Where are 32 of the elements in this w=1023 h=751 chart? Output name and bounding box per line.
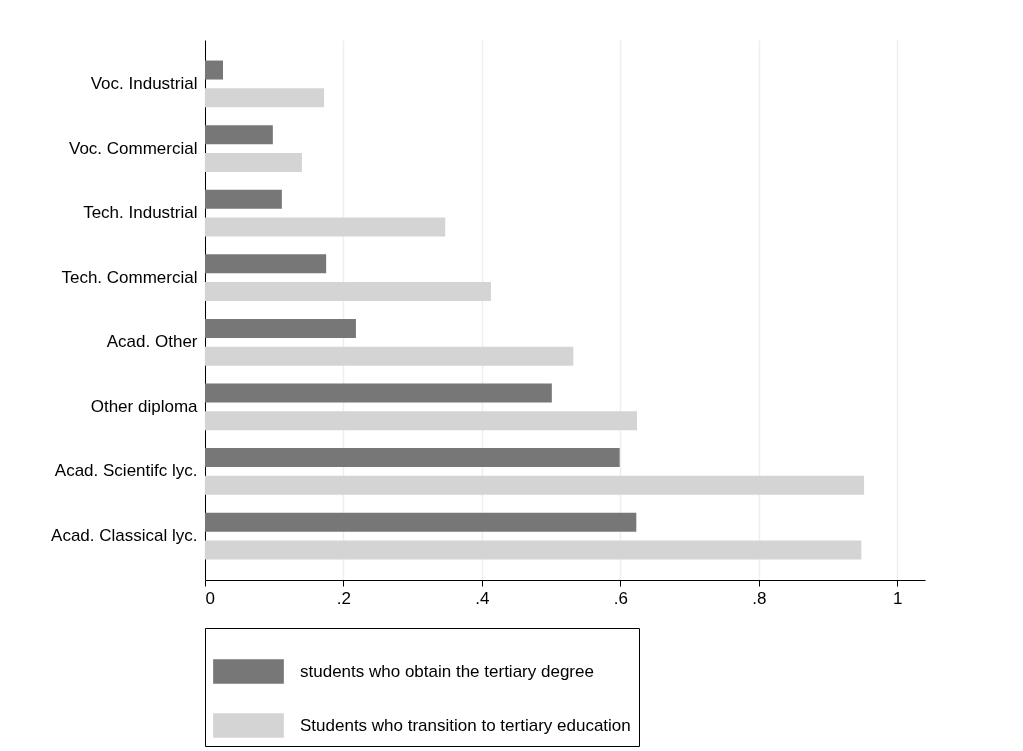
x-tick-label: .4 [475, 588, 490, 608]
bar [205, 411, 637, 431]
bar [205, 383, 552, 403]
bar [205, 475, 865, 495]
bar [205, 189, 282, 209]
bar [205, 60, 223, 80]
legend-label: students who obtain the tertiary degree [300, 661, 594, 681]
bar [205, 448, 620, 468]
x-tick-label: .2 [336, 588, 352, 608]
x-tick-label: .6 [613, 588, 628, 608]
x-tick-label: 1 [893, 588, 903, 608]
legend-label: Students who transition to tertiary education [300, 715, 631, 735]
y-tick-label: Tech. Industrial [83, 203, 198, 223]
bar [205, 318, 356, 338]
x-tick-label: .8 [752, 588, 767, 608]
x-tick-label: 0 [205, 588, 215, 608]
y-tick-label: Voc. Industrial [90, 73, 198, 93]
bar [205, 346, 574, 366]
y-tick-label: Acad. Scientifc lyc. [54, 461, 198, 481]
bar [205, 88, 325, 108]
y-tick-label: Voc. Commercial [69, 138, 198, 158]
bar [205, 217, 446, 237]
bar [205, 254, 327, 274]
y-tick-label: Acad. Other [106, 332, 198, 352]
bar [205, 512, 637, 532]
bar [205, 282, 491, 302]
bar [205, 125, 273, 145]
bar [205, 152, 302, 172]
y-tick-label: Other diploma [90, 396, 199, 416]
bar [205, 540, 862, 560]
y-tick-label: Tech. Commercial [61, 267, 198, 287]
y-tick-label: Acad. Classical lyc. [51, 526, 198, 546]
